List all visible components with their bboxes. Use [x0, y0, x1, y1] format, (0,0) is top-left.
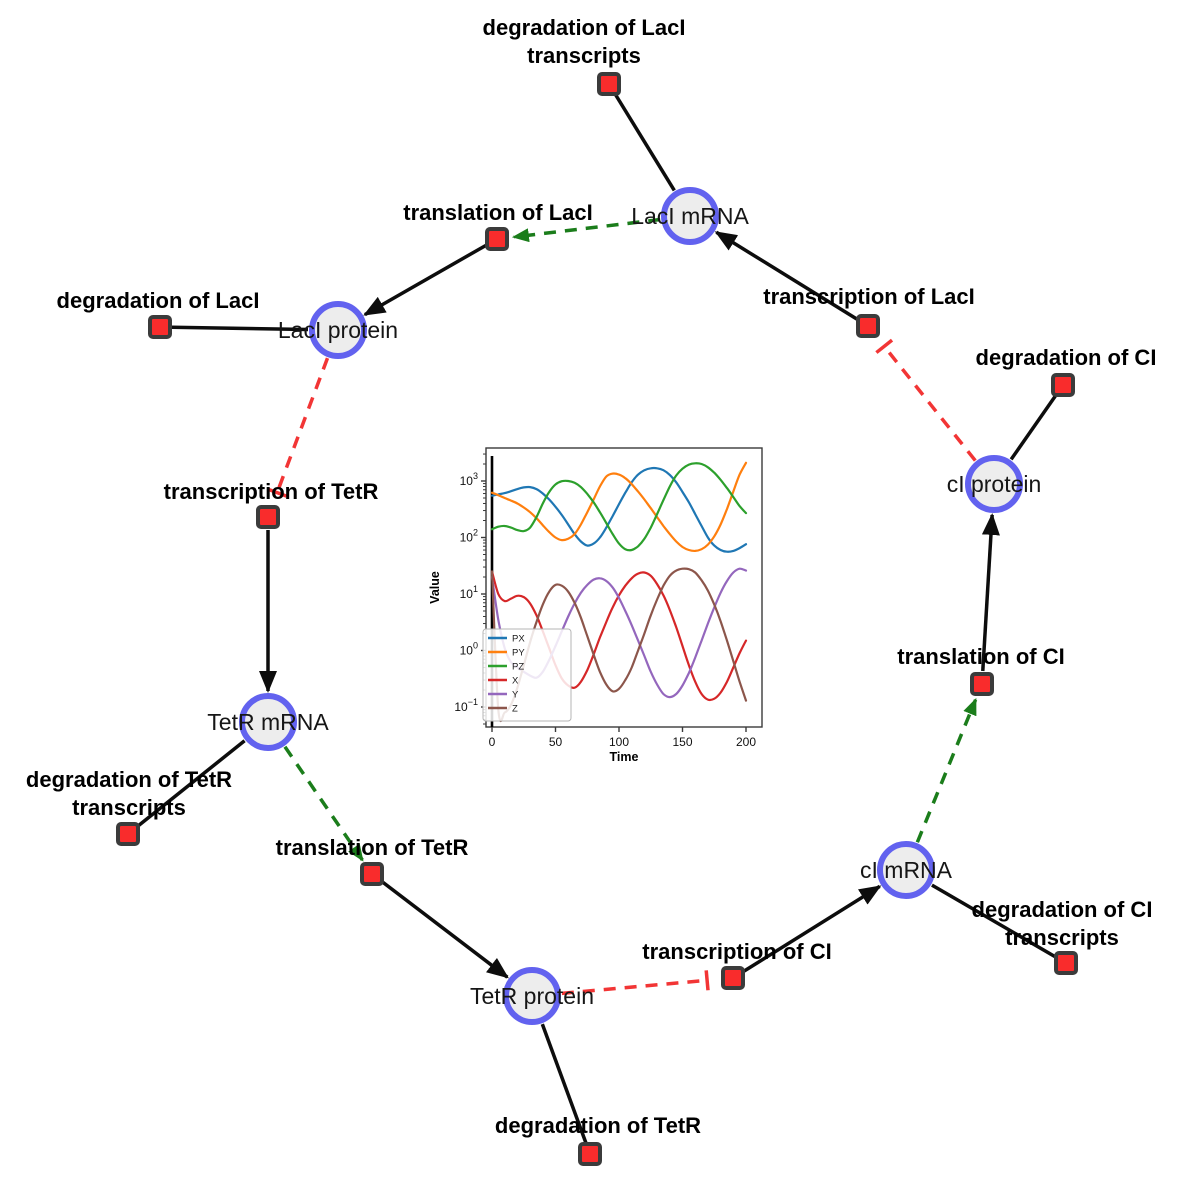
species-node-tetr_mrna[interactable]: [239, 693, 297, 751]
species-label-laci_prot: LacI protein: [277, 317, 399, 343]
species-label-tetr_mrna: TetR mRNA: [207, 709, 329, 735]
edge-r_transl_tetr-tetr_prot: [381, 880, 509, 979]
legend-label-Z: Z: [512, 704, 518, 715]
edge-r_transl_ci-ci_prot: [981, 512, 1000, 672]
chart-series-PY: [490, 461, 748, 553]
legend-label-PX: PX: [512, 634, 525, 645]
chart-series-PZ: [490, 462, 748, 552]
chart-xlabel: Time: [610, 750, 639, 764]
edge-laci_mrna-r_deg_laci_mrna: [613, 93, 676, 192]
chart-x-tick-label: 100: [609, 735, 629, 749]
edge-r_txn_ci-ci_mrna: [743, 884, 882, 973]
reaction-label-line: degradation of LacI: [482, 15, 686, 40]
species-node-tetr_prot[interactable]: [503, 967, 561, 1025]
species-node-ci_prot[interactable]: [965, 455, 1023, 513]
chart-y-tick-label: 100: [460, 641, 478, 658]
species-label-tetr_prot: TetR protein: [469, 983, 594, 1009]
chart-series-X: [490, 570, 748, 702]
reaction-node-r_deg_laci_mrna[interactable]: [597, 72, 621, 96]
reaction-node-r_deg_tetr_mrna[interactable]: [116, 822, 140, 846]
edge-tetr_prot-r_txn_ci: [561, 970, 710, 996]
edge-ci_mrna-r_deg_ci_mrna: [931, 883, 1057, 959]
edge-ci_prot-r_deg_ci_prot: [1009, 393, 1058, 461]
inset-chart: 103 102 101 100 10−1 0 50 100 150 200 Time Value PX P…: [428, 438, 776, 775]
chart-series-PX: [490, 466, 748, 553]
reaction-node-r_deg_laci_prot[interactable]: [148, 315, 172, 339]
reaction-label-r_deg_tetr_mrna: degradation of TetR transcripts: [0, 766, 299, 822]
reaction-label-r_transl_ci: translation of CI: [811, 643, 1151, 671]
reaction-node-r_transl_ci[interactable]: [970, 672, 994, 696]
species-label-ci_mrna: cI mRNA: [860, 857, 952, 883]
reaction-label-r_transl_tetr: translation of TetR: [202, 834, 542, 862]
chart-x-tick-label: 50: [549, 735, 563, 749]
edge-laci_prot-r_deg_laci_prot: [171, 325, 309, 332]
species-label-ci_prot: cI protein: [946, 471, 1042, 497]
reaction-label-r_txn_ci: transcription of CI: [567, 938, 907, 966]
reaction-label-line: degradation of CI: [975, 345, 1157, 370]
reaction-node-r_transl_laci[interactable]: [485, 227, 509, 251]
reaction-label-r_deg_laci_mrna: degradation of LacI transcripts: [414, 14, 754, 70]
legend-label-PZ: PZ: [512, 662, 524, 673]
legend-label-Y: Y: [512, 690, 519, 701]
reaction-label-line: transcripts: [527, 43, 641, 68]
reaction-node-r_txn_ci[interactable]: [721, 966, 745, 990]
edge-tetr_mrna-r_deg_tetr_mrna: [136, 739, 246, 828]
reaction-label-r_deg_ci_prot: degradation of CI: [896, 344, 1189, 372]
reaction-node-r_transl_tetr[interactable]: [360, 862, 384, 886]
species-label-laci_mrna: LacI mRNA: [631, 203, 749, 229]
chart-x-tick-label: 200: [736, 735, 756, 749]
reaction-label-line: transcripts: [1005, 925, 1119, 950]
chart-legend: PX PY PZ XYZ: [482, 628, 572, 722]
edge-laci_mrna-r_transl_laci: [511, 217, 661, 243]
reaction-node-r_txn_tetr[interactable]: [256, 505, 280, 529]
reaction-label-r_txn_tetr: transcription of TetR: [101, 478, 441, 506]
chart-y-tick-label: 101: [460, 584, 478, 601]
edge-tetr_prot-r_deg_tetr_prot: [540, 1023, 588, 1144]
reaction-label-line: translation of CI: [897, 644, 1065, 669]
reaction-node-r_deg_ci_prot[interactable]: [1051, 373, 1075, 397]
chart-y-tick-label: 103: [460, 471, 478, 488]
chart-x-tick-label: 150: [672, 735, 692, 749]
edge-laci_prot-r_txn_tetr: [267, 357, 330, 498]
reaction-label-r_deg_laci_prot: degradation of LacI: [0, 287, 328, 315]
reaction-label-line: transcripts: [72, 795, 186, 820]
edge-r_transl_laci-laci_prot: [363, 243, 487, 317]
chart-x-tick-label: 0: [489, 735, 496, 749]
reaction-label-line: degradation of LacI: [56, 288, 260, 313]
reaction-node-r_deg_tetr_prot[interactable]: [578, 1142, 602, 1166]
reaction-label-line: degradation of TetR: [494, 1113, 702, 1138]
reaction-label-line: translation of LacI: [403, 200, 593, 225]
edge-r_txn_laci-laci_mrna: [714, 230, 858, 321]
reaction-node-r_deg_ci_mrna[interactable]: [1054, 951, 1078, 975]
legend-label-PY: PY: [512, 648, 525, 659]
species-node-laci_prot[interactable]: [309, 301, 367, 359]
reaction-label-r_txn_laci: transcription of LacI: [699, 283, 1039, 311]
edge-tetr_mrna-r_transl_tetr: [283, 745, 364, 862]
reaction-label-r_deg_tetr_prot: degradation of TetR: [428, 1112, 768, 1140]
reaction-label-r_transl_laci: translation of LacI: [328, 199, 668, 227]
legend-label-X: X: [512, 676, 519, 687]
edge-ci_prot-r_txn_laci: [875, 338, 977, 462]
edge-ci_mrna-r_transl_ci: [915, 697, 978, 843]
species-node-laci_mrna[interactable]: [661, 187, 719, 245]
reaction-node-r_txn_laci[interactable]: [856, 314, 880, 338]
reaction-label-line: transcription of LacI: [763, 284, 975, 309]
reaction-label-line: transcription of CI: [642, 939, 832, 964]
species-node-ci_mrna[interactable]: [877, 841, 935, 899]
reaction-label-line: degradation of CI: [971, 897, 1153, 922]
reaction-label-line: translation of TetR: [275, 835, 469, 860]
reaction-label-r_deg_ci_mrna: degradation of CI transcripts: [892, 896, 1189, 952]
chart-y-tick-label: 102: [460, 528, 478, 545]
reaction-label-line: degradation of TetR: [25, 767, 233, 792]
chart-y-tick-label: 10−1: [454, 697, 478, 714]
reaction-label-line: transcription of TetR: [163, 479, 379, 504]
chart-ylabel: Value: [428, 571, 442, 604]
